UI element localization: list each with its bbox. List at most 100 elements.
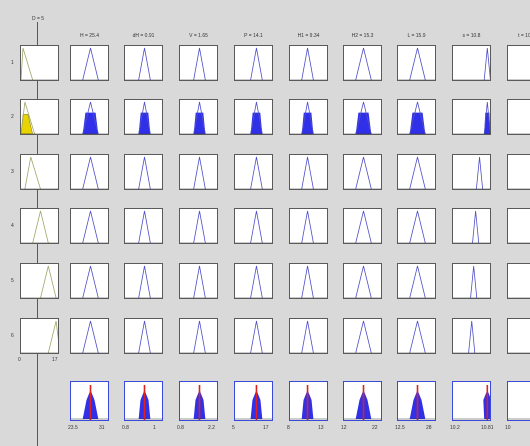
output-membership-plot[interactable] [289, 45, 328, 81]
output-membership-plot[interactable] [343, 99, 382, 135]
output-membership-plot[interactable] [507, 154, 530, 190]
output-membership-plot[interactable] [452, 154, 491, 190]
output-membership-plot[interactable] [507, 45, 530, 81]
output-axis-tick: 12.5 [395, 425, 405, 431]
output-membership-plot[interactable] [343, 263, 382, 299]
aggregated-output-plot[interactable] [234, 381, 273, 421]
output-membership-plot[interactable] [397, 45, 436, 81]
output-membership-plot[interactable] [397, 208, 436, 244]
output-membership-plot[interactable] [289, 208, 328, 244]
output-variable-label: H2 = 15.3 [351, 33, 374, 39]
output-membership-plot[interactable] [124, 318, 163, 354]
output-axis-tick: 1 [153, 425, 156, 431]
output-membership-plot[interactable] [289, 263, 328, 299]
output-axis-tick: 8 [287, 425, 290, 431]
output-axis-tick: 0.8 [177, 425, 184, 431]
output-membership-plot[interactable] [234, 154, 273, 190]
output-axis-tick: 23.5 [68, 425, 78, 431]
output-membership-plot[interactable] [234, 318, 273, 354]
output-membership-plot[interactable] [507, 208, 530, 244]
output-membership-plot[interactable] [343, 318, 382, 354]
aggregated-output-plot[interactable] [452, 381, 491, 421]
output-membership-plot[interactable] [179, 154, 218, 190]
output-membership-plot[interactable] [343, 208, 382, 244]
aggregated-output-plot[interactable] [343, 381, 382, 421]
output-axis-tick: 28 [426, 425, 432, 431]
aggregated-output-plot[interactable] [507, 381, 530, 421]
input-membership-plot[interactable] [20, 154, 59, 190]
output-membership-plot[interactable] [70, 99, 109, 135]
output-variable-label: H = 25.4 [79, 33, 100, 39]
output-axis-tick: 2.2 [208, 425, 215, 431]
input-membership-plot[interactable] [20, 263, 59, 299]
output-axis-tick: 10.81 [481, 425, 494, 431]
input-variable-label: D = 5 [31, 16, 45, 22]
output-membership-plot[interactable] [397, 263, 436, 299]
rule-number-label: 5 [11, 278, 14, 284]
output-axis-tick: 0.8 [122, 425, 129, 431]
output-membership-plot[interactable] [234, 99, 273, 135]
output-membership-plot[interactable] [124, 45, 163, 81]
output-membership-plot[interactable] [452, 318, 491, 354]
output-membership-plot[interactable] [397, 154, 436, 190]
output-axis-tick: 17 [263, 425, 269, 431]
rule-number-label: 1 [11, 60, 14, 66]
output-membership-plot[interactable] [124, 99, 163, 135]
output-membership-plot[interactable] [70, 45, 109, 81]
output-axis-tick: 10 [505, 425, 511, 431]
input-membership-plot[interactable] [20, 318, 59, 354]
output-membership-plot[interactable] [507, 99, 530, 135]
rule-number-label: 2 [11, 114, 14, 120]
output-axis-tick: 22 [372, 425, 378, 431]
output-membership-plot[interactable] [343, 45, 382, 81]
output-membership-plot[interactable] [343, 154, 382, 190]
output-variable-label: s = 10.8 [462, 33, 481, 39]
output-membership-plot[interactable] [179, 208, 218, 244]
input-membership-plot[interactable] [20, 99, 59, 135]
output-membership-plot[interactable] [507, 263, 530, 299]
rule-number-label: 4 [11, 223, 14, 229]
aggregated-output-plot[interactable] [124, 381, 163, 421]
output-membership-plot[interactable] [452, 208, 491, 244]
output-membership-plot[interactable] [179, 318, 218, 354]
input-membership-plot[interactable] [20, 208, 59, 244]
output-variable-label: P = 14.1 [244, 33, 263, 39]
output-membership-plot[interactable] [234, 45, 273, 81]
rule-number-label: 6 [11, 333, 14, 339]
output-membership-plot[interactable] [124, 154, 163, 190]
output-membership-plot[interactable] [452, 45, 491, 81]
output-membership-plot[interactable] [70, 154, 109, 190]
output-membership-plot[interactable] [397, 99, 436, 135]
aggregated-output-plot[interactable] [179, 381, 218, 421]
output-variable-label: V = 1.65 [189, 33, 208, 39]
output-membership-plot[interactable] [452, 263, 491, 299]
output-axis-tick: 31 [99, 425, 105, 431]
rule-number-label: 3 [11, 169, 14, 175]
output-membership-plot[interactable] [234, 208, 273, 244]
output-axis-tick: 13 [318, 425, 324, 431]
aggregated-output-plot[interactable] [289, 381, 328, 421]
aggregated-output-plot[interactable] [70, 381, 109, 421]
output-variable-label: t = 10.3 [518, 33, 530, 39]
output-membership-plot[interactable] [70, 318, 109, 354]
output-membership-plot[interactable] [124, 208, 163, 244]
output-axis-tick: 12 [341, 425, 347, 431]
aggregated-output-plot[interactable] [397, 381, 436, 421]
input-axis-tick: 0 [18, 357, 21, 363]
output-membership-plot[interactable] [124, 263, 163, 299]
output-membership-plot[interactable] [70, 263, 109, 299]
output-membership-plot[interactable] [234, 263, 273, 299]
output-membership-plot[interactable] [507, 318, 530, 354]
output-membership-plot[interactable] [397, 318, 436, 354]
output-variable-label: dH = 0.91 [132, 33, 155, 39]
input-membership-plot[interactable] [20, 45, 59, 81]
output-membership-plot[interactable] [289, 99, 328, 135]
output-membership-plot[interactable] [289, 154, 328, 190]
output-membership-plot[interactable] [70, 208, 109, 244]
output-membership-plot[interactable] [179, 263, 218, 299]
output-membership-plot[interactable] [179, 99, 218, 135]
output-membership-plot[interactable] [289, 318, 328, 354]
output-membership-plot[interactable] [179, 45, 218, 81]
output-axis-tick: 10.2 [450, 425, 460, 431]
output-membership-plot[interactable] [452, 99, 491, 135]
